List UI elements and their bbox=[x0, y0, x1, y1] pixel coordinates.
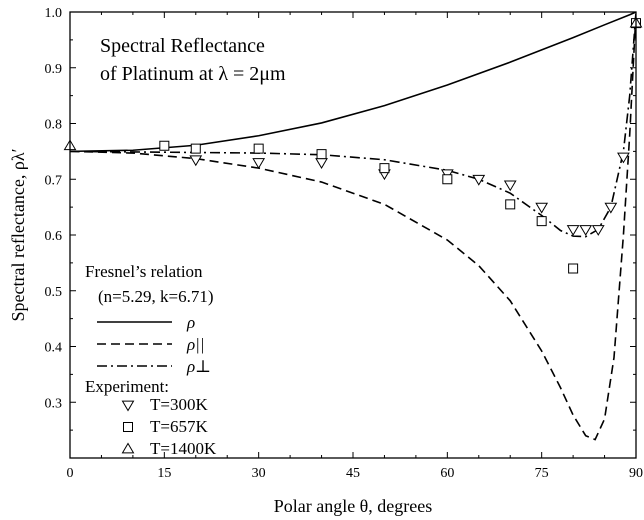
legend-marker-label: T=1400K bbox=[150, 439, 217, 458]
series-3-point bbox=[579, 225, 593, 236]
x-tick-label: 75 bbox=[535, 466, 549, 481]
plot-marks bbox=[63, 12, 643, 441]
x-tick-label: 45 bbox=[346, 466, 360, 481]
legend-marker-label: T=657K bbox=[150, 417, 208, 436]
legend-experiment-heading: Experiment: bbox=[85, 377, 169, 396]
legend-marker bbox=[123, 422, 133, 432]
series-3-point bbox=[472, 174, 486, 186]
x-axis-title: Polar angle θ, degrees bbox=[274, 496, 433, 516]
series-3-point bbox=[604, 202, 618, 214]
series-3-point bbox=[189, 155, 203, 167]
y-tick-label: 0.4 bbox=[45, 341, 63, 356]
x-tick-label: 30 bbox=[252, 466, 266, 481]
legend-model-heading: Fresnel’s relation bbox=[85, 262, 203, 281]
series-4-point bbox=[253, 143, 264, 154]
x-tick-label: 90 bbox=[629, 466, 643, 481]
legend-marker-label: T=300K bbox=[150, 395, 208, 414]
legend-line-label: ρ⊥ bbox=[186, 357, 211, 376]
series-4-point bbox=[159, 140, 170, 151]
chart-titles: Polar angle θ, degrees Spectral reflectan… bbox=[8, 35, 432, 516]
series-3-point bbox=[591, 225, 605, 236]
series-4-point bbox=[505, 199, 516, 210]
legend-line-label: ρ|| bbox=[186, 335, 205, 354]
series-3-point bbox=[535, 202, 549, 214]
series-3-point bbox=[566, 225, 580, 236]
y-axis-title: Spectral reflectance, ρλ′ bbox=[8, 148, 28, 321]
series-3-point bbox=[252, 158, 266, 170]
x-tick-label: 15 bbox=[157, 466, 171, 481]
y-tick-label: 0.7 bbox=[45, 173, 63, 188]
legend-line-label: ρ bbox=[186, 313, 195, 332]
legend-model-params: (n=5.29, k=6.71) bbox=[98, 287, 214, 306]
legend: Fresnel’s relation (n=5.29, k=6.71) ρ ρ|| ρ⊥… bbox=[85, 262, 217, 458]
series-4-point bbox=[568, 263, 579, 274]
series-4-point bbox=[442, 174, 453, 185]
y-tick-label: 1.0 bbox=[45, 6, 63, 21]
series-4-point bbox=[536, 216, 547, 227]
chart-title-line-1: Spectral Reflectance bbox=[100, 35, 265, 57]
y-tick-label: 0.6 bbox=[45, 229, 63, 244]
series-3-point bbox=[503, 180, 517, 192]
chart-title-line-2: of Platinum at λ = 2μm bbox=[100, 63, 286, 85]
series-4-point bbox=[190, 143, 201, 154]
series-3-point bbox=[617, 152, 630, 164]
axis-ticks: 0 15 30 45 60 75 90 0.3 0.4 0.5 0.6 0.7 0.8 0.9 1.0 bbox=[45, 6, 644, 481]
legend-marker bbox=[121, 442, 135, 454]
y-tick-label: 0.9 bbox=[45, 62, 63, 77]
series-3-point bbox=[315, 158, 328, 170]
x-tick-label: 0 bbox=[67, 466, 74, 481]
series-4-point bbox=[379, 163, 390, 174]
series-2-line bbox=[70, 12, 636, 238]
y-tick-label: 0.8 bbox=[45, 118, 63, 133]
legend-marker bbox=[121, 400, 135, 412]
y-tick-label: 0.5 bbox=[45, 285, 63, 300]
series-4-point bbox=[316, 149, 327, 160]
y-tick-label: 0.3 bbox=[45, 396, 63, 411]
x-tick-label: 60 bbox=[440, 466, 454, 481]
